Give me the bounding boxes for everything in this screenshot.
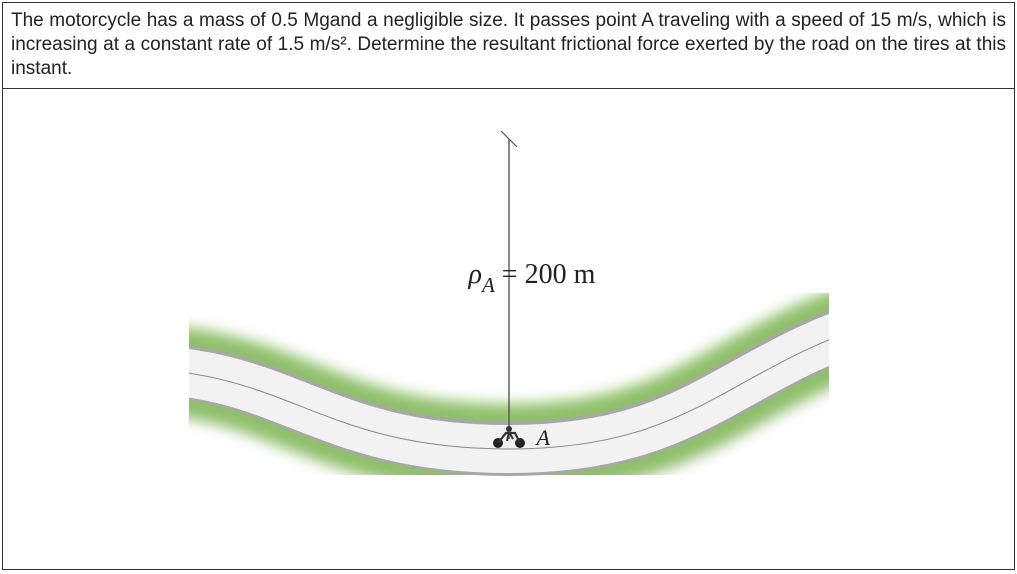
radius-subscript: A	[482, 273, 495, 297]
radius-symbol: ρ	[469, 259, 482, 290]
figure-svg	[189, 119, 829, 539]
radius-value: 200 m	[525, 259, 596, 290]
radius-equals: =	[495, 259, 525, 290]
point-a-label: A	[537, 425, 550, 451]
radius-label: ρA = 200 m	[469, 259, 596, 296]
problem-text: The motorcycle has a mass of 0.5 Mgand a…	[11, 10, 1006, 79]
problem-statement-cell: The motorcycle has a mass of 0.5 Mgand a…	[3, 3, 1014, 89]
figure-canvas: ρA = 200 m A	[189, 119, 829, 539]
page-frame: The motorcycle has a mass of 0.5 Mgand a…	[2, 2, 1015, 570]
figure-cell: ρA = 200 m A	[3, 89, 1014, 569]
